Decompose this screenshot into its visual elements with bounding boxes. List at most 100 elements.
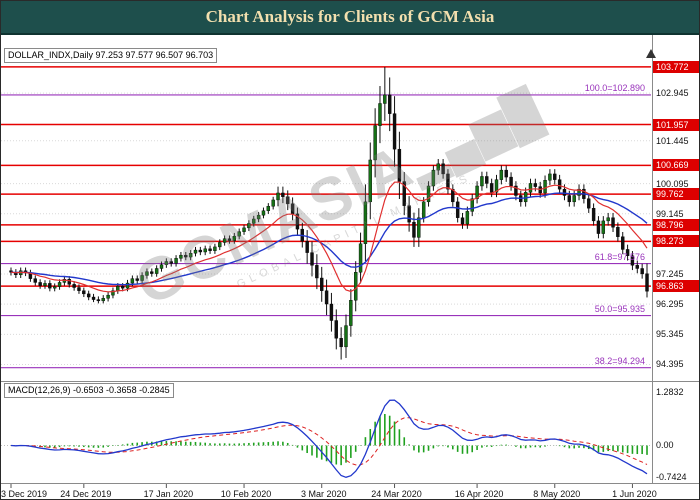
candle-body <box>52 286 57 289</box>
price-level-badge: 101.957 <box>653 118 699 131</box>
candle-body <box>354 272 358 301</box>
candle-body <box>441 163 445 175</box>
candle-body <box>43 283 47 286</box>
candle-body <box>460 217 465 225</box>
date-axis-label: 3 Mar 2020 <box>300 489 347 499</box>
fibonacci-level-label: 38.2=94.294 <box>594 355 645 366</box>
macd-axis-label: 1.2832 <box>656 386 684 397</box>
candle-body <box>533 183 538 187</box>
candle-body <box>174 258 178 264</box>
candle-body <box>106 294 110 299</box>
price-level-badge: 98.796 <box>653 218 699 231</box>
date-axis-label: 8 May 2020 <box>533 489 581 499</box>
candle-body <box>402 181 406 206</box>
price-axis-label: 94.395 <box>656 359 684 370</box>
candle-body <box>9 270 13 273</box>
candle-body <box>130 278 135 284</box>
candle-body <box>392 113 397 150</box>
price-axis-label: 96.295 <box>656 299 684 310</box>
price-level-badge: 96.863 <box>653 280 699 293</box>
candle-body <box>412 221 416 238</box>
candle-body <box>557 179 562 190</box>
candle-body <box>315 265 319 279</box>
candle-body <box>606 217 610 222</box>
candle-body <box>329 303 334 321</box>
candle-body <box>116 286 120 291</box>
macd-indicator-label: MACD(12,26,9) -0.6503 -0.3658 -0.2845 <box>4 383 174 398</box>
candle-body <box>387 94 392 114</box>
candle-body <box>271 199 275 207</box>
candle-body <box>601 220 606 234</box>
candle-body <box>344 325 348 348</box>
chart-shift-marker-icon <box>646 49 656 58</box>
candle-body <box>475 185 479 199</box>
symbol-ohlc-label: DOLLAR_INDX,Daily 97.253 97.577 96.507 9… <box>4 48 218 63</box>
candle-body <box>125 282 130 289</box>
date-axis-label: 10 Feb 2020 <box>220 489 272 499</box>
candle-body <box>587 198 591 209</box>
candle-body <box>72 284 76 288</box>
candle-body <box>431 169 436 187</box>
candle-body <box>397 148 402 182</box>
candle-body <box>421 201 426 218</box>
macd-main-line <box>10 399 648 478</box>
candle-body <box>504 169 508 178</box>
candle-body <box>33 278 37 283</box>
candle-body <box>290 203 295 215</box>
candle-body <box>247 223 251 229</box>
candle-body <box>543 180 547 194</box>
candle-body <box>252 218 256 224</box>
date-axis-label: 3 Dec 2019 <box>1 489 48 499</box>
candle-body <box>86 293 91 298</box>
candle-body <box>169 261 173 264</box>
date-axis-label: 17 Jan 2020 <box>143 489 194 499</box>
candle-body <box>562 188 567 196</box>
candle-body <box>266 206 271 211</box>
price-axis-label: 102.945 <box>656 88 689 99</box>
ma-slow-line <box>10 192 648 286</box>
candle-body <box>135 278 139 281</box>
candle-body <box>193 249 198 254</box>
candle-body <box>407 205 411 223</box>
candle-body <box>616 227 620 237</box>
chart-canvas[interactable] <box>1 35 700 500</box>
candle-body <box>494 179 499 193</box>
candle-body <box>77 287 81 291</box>
candle-body <box>48 283 52 289</box>
date-axis-label: 1 Jun 2020 <box>612 489 657 499</box>
candle-body <box>111 290 115 296</box>
candle-body <box>548 173 552 181</box>
candle-body <box>363 201 368 244</box>
candle-body <box>480 176 484 187</box>
candle-body <box>334 320 338 339</box>
candle-body <box>232 235 237 241</box>
candle-body <box>436 163 440 171</box>
candle-body <box>514 185 518 196</box>
candle-body <box>237 231 241 237</box>
price-level-badge: 100.669 <box>653 159 699 172</box>
chart-area: GCMASIA▂▄▆█ GLOBAL CAPITAL MARKETS DOLLA… <box>1 35 699 499</box>
candle-body <box>596 220 601 234</box>
candle-body <box>426 185 431 203</box>
candle-body <box>184 254 188 258</box>
candle-body <box>295 213 300 230</box>
candle-body <box>465 211 470 225</box>
candle-body <box>339 338 343 348</box>
candle-body <box>227 238 232 241</box>
date-axis-label: 24 Dec 2019 <box>60 489 112 499</box>
candle-body <box>640 268 644 275</box>
date-axis-label: 16 Apr 2020 <box>454 489 504 499</box>
candle-body <box>150 271 154 274</box>
fibonacci-level-label: 50.0=95.935 <box>594 303 645 314</box>
candle-body <box>635 265 639 269</box>
candle-body <box>373 125 377 161</box>
macd-signal-line <box>11 417 648 466</box>
candle-body <box>57 282 62 287</box>
candle-body <box>446 173 450 190</box>
candle-body <box>145 271 149 276</box>
candle-body <box>91 296 96 300</box>
candle-body <box>213 246 217 251</box>
price-axis-label: 97.245 <box>656 269 684 280</box>
candle-body <box>591 207 596 222</box>
